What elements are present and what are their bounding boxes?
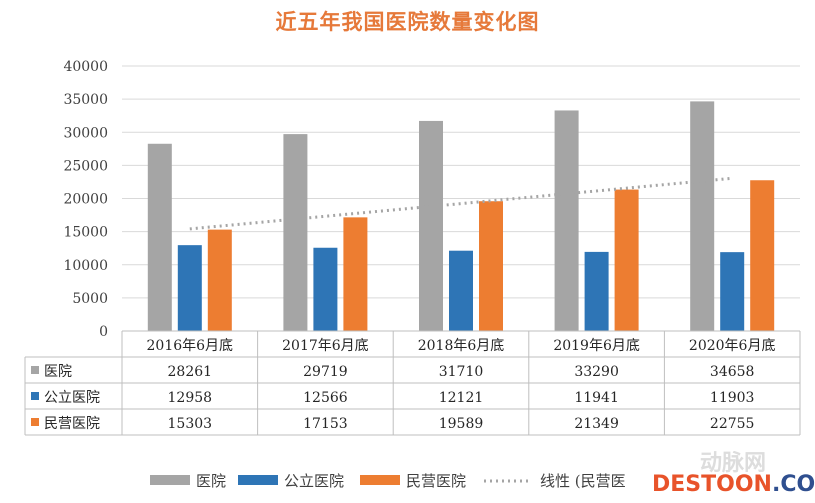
y-tick-label: 15000 [63, 225, 108, 241]
bar-private-4 [750, 180, 775, 331]
watermark-faint-text: 动脉网 [700, 451, 766, 476]
data-label: 34658 [710, 364, 755, 380]
bar-hospital-4 [690, 101, 715, 331]
x-category-label: 2018年6月底 [418, 338, 505, 354]
watermark-part2: .COM [772, 472, 815, 497]
bar-public-3 [584, 251, 609, 331]
data-label: 15303 [168, 416, 213, 432]
bar-private-1 [343, 217, 368, 331]
bar-public-4 [720, 252, 745, 331]
data-label: 29719 [303, 364, 348, 380]
data-label: 21349 [574, 416, 619, 432]
bar-private-3 [614, 189, 639, 331]
table-row-label: 民营医院 [44, 416, 100, 432]
trendline-private [189, 176, 733, 231]
table-legend-key [31, 418, 39, 426]
chart-title: 近五年我国医院数量变化图 [275, 9, 540, 34]
data-label: 22755 [710, 416, 755, 432]
legend-label: 线性 (民营医 [540, 472, 626, 490]
data-label: 31710 [439, 364, 484, 380]
data-label: 12958 [168, 390, 213, 406]
bar-public-1 [313, 247, 338, 331]
data-label: 11903 [710, 390, 755, 406]
x-category-label: 2019年6月底 [553, 338, 640, 354]
y-tick-label: 5000 [72, 291, 108, 307]
bar-private-0 [207, 229, 232, 331]
table-legend-key [31, 366, 39, 374]
watermark-text: DESTOON.COM [652, 472, 815, 497]
legend: 医院 公立医院 民营医院 线性 (民营医 [150, 472, 626, 490]
y-tick-label: 35000 [63, 92, 108, 108]
bars [147, 101, 775, 331]
bar-private-2 [479, 201, 503, 331]
legend-label: 医院 [196, 472, 226, 490]
table-row-label: 公立医院 [44, 390, 100, 406]
y-tick-label: 20000 [63, 192, 108, 208]
y-axis-ticks: 0 5000 10000 15000 20000 25000 30000 35000 40000 [63, 59, 108, 340]
legend-key-0 [150, 475, 190, 485]
data-table: 2016年6月底 2017年6月底 2018年6月底 2019年6月底 2020年6月底… [24, 330, 801, 436]
data-label: 11941 [574, 390, 619, 406]
x-category-label: 2020年6月底 [689, 338, 776, 354]
x-category-label: 2017年6月底 [282, 338, 369, 354]
data-label: 33290 [574, 364, 619, 380]
table-row-label: 医院 [44, 364, 72, 380]
legend-key-2 [360, 475, 400, 485]
x-category-label: 2016年6月底 [147, 338, 234, 354]
data-label: 12121 [439, 390, 484, 406]
legend-label: 民营医院 [406, 472, 466, 490]
watermark-part1: DESTOON [652, 472, 772, 497]
bar-hospital-3 [554, 110, 579, 331]
data-label: 17153 [303, 416, 348, 432]
legend-label: 公立医院 [284, 472, 344, 490]
data-label: 19589 [439, 416, 484, 432]
y-tick-label: 40000 [63, 59, 108, 75]
table-legend-key [31, 392, 39, 400]
bar-hospital-0 [147, 143, 172, 331]
y-tick-label: 10000 [63, 258, 108, 274]
trendline [189, 176, 733, 231]
y-tick-label: 25000 [63, 158, 108, 174]
data-label: 28261 [168, 364, 213, 380]
y-tick-label: 30000 [63, 125, 108, 141]
legend-key-1 [238, 475, 278, 485]
bar-public-2 [449, 250, 473, 331]
bar-hospital-2 [419, 120, 443, 331]
y-tick-label: 0 [99, 324, 108, 340]
bar-hospital-1 [283, 134, 308, 331]
data-label: 12566 [303, 390, 348, 406]
bar-public-0 [177, 245, 202, 331]
